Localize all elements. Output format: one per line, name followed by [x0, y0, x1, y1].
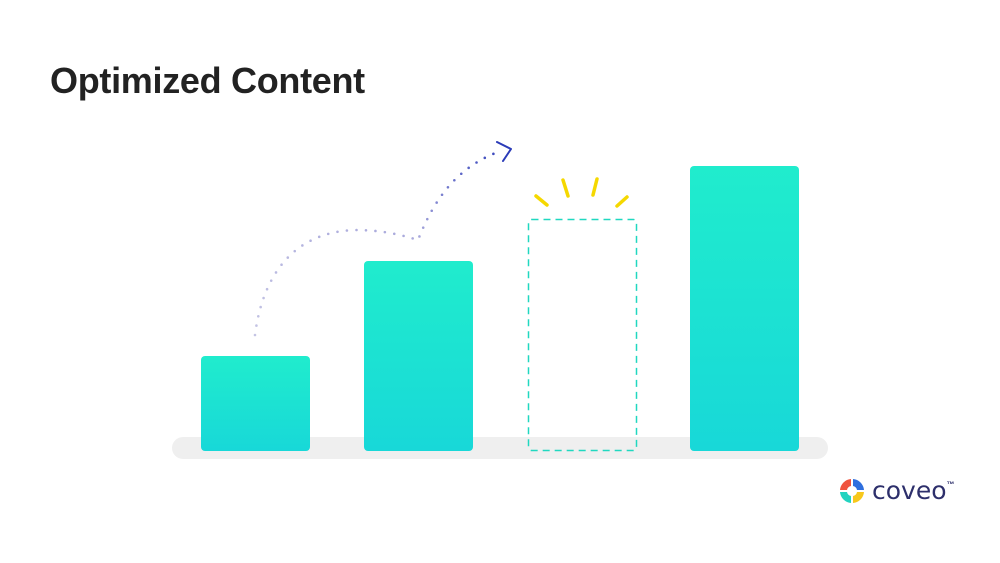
bar-4: [690, 166, 799, 451]
logo-wordmark: coveo: [872, 476, 947, 505]
coveo-logo: coveo ™: [838, 476, 955, 505]
base-platform: [172, 437, 828, 459]
dotted-arrow-icon: [253, 150, 500, 337]
sparkle-icon: [534, 177, 629, 208]
arrowhead-icon: [496, 141, 512, 162]
trademark: ™: [946, 480, 955, 489]
page-title: Optimized Content: [50, 60, 365, 101]
bar-placeholder-dashed: [527, 218, 638, 452]
coveo-logo-icon: [840, 478, 864, 503]
bar-2: [364, 261, 473, 451]
bar-1: [201, 356, 310, 451]
